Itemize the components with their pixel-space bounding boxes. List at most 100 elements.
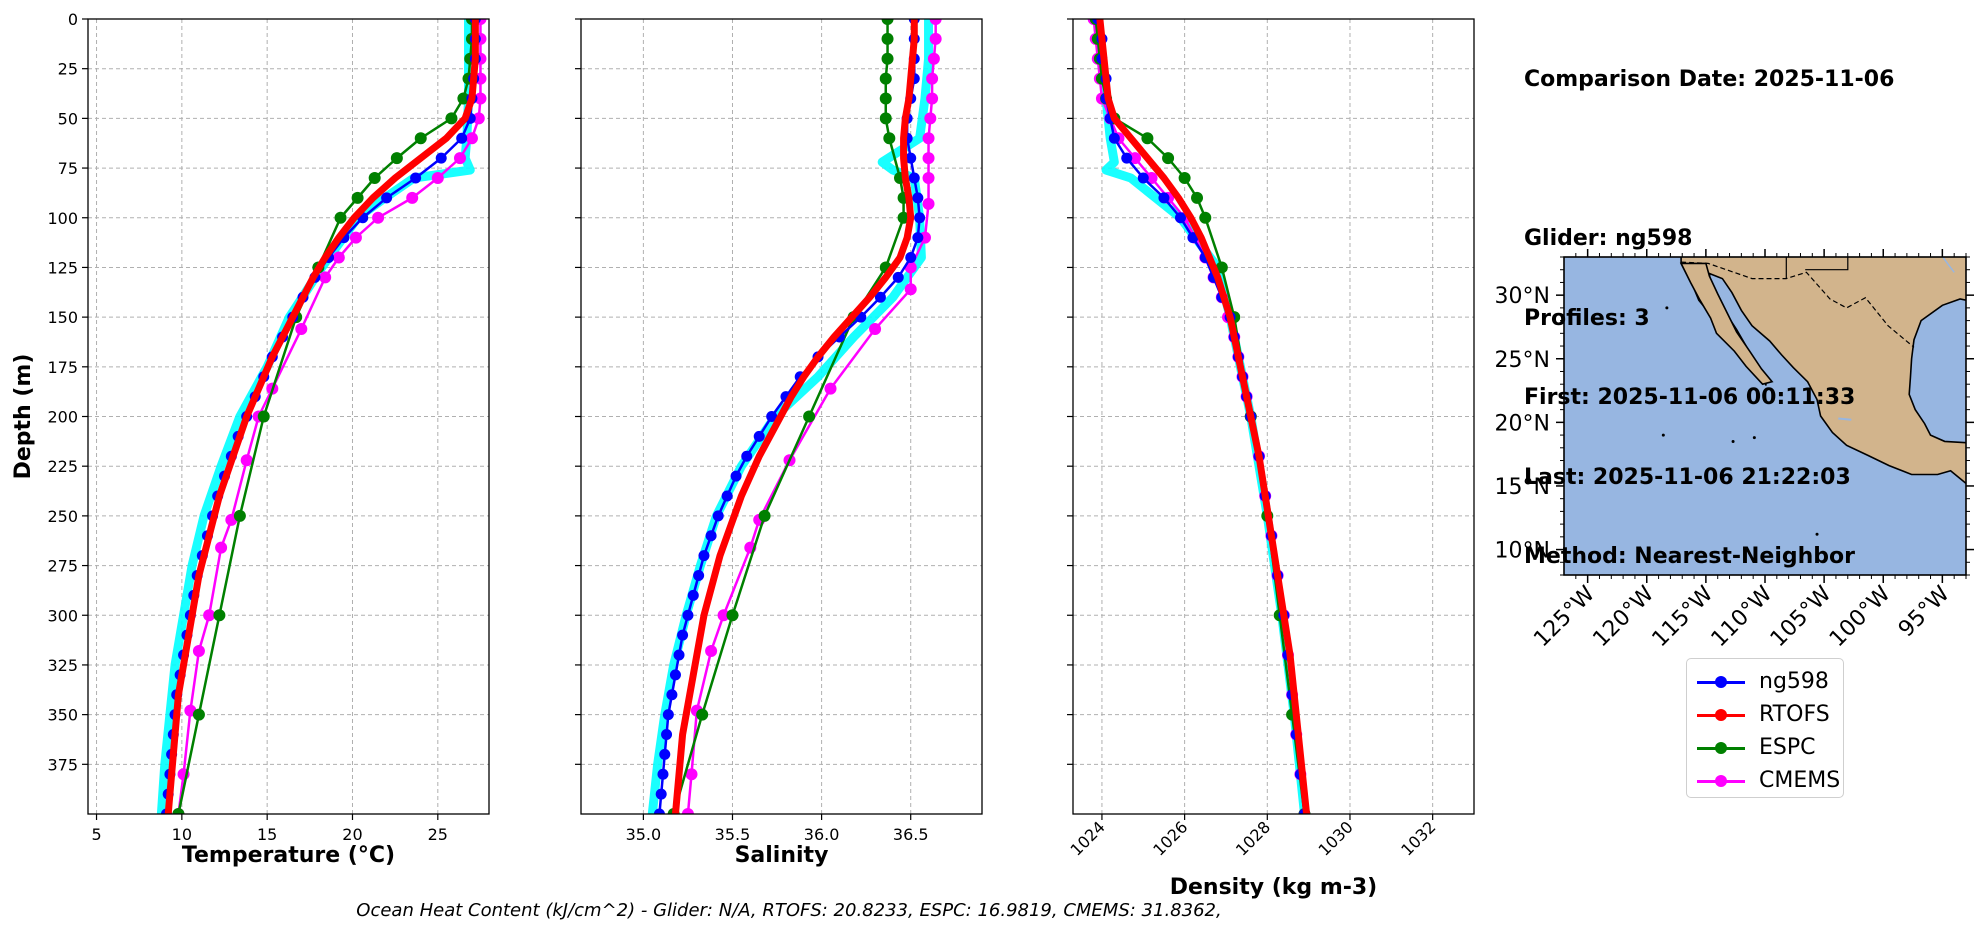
data-point bbox=[904, 283, 917, 296]
data-point bbox=[922, 132, 935, 145]
legend-item-ng598: ng598 bbox=[1687, 665, 1843, 698]
state-line bbox=[1805, 257, 1849, 271]
data-point bbox=[435, 152, 447, 164]
data-point bbox=[881, 19, 894, 25]
y-tick-label: 75 bbox=[58, 159, 78, 178]
data-point bbox=[926, 72, 939, 85]
series-line bbox=[164, 19, 479, 814]
x-axis-label: Salinity bbox=[735, 843, 829, 868]
data-point bbox=[687, 589, 699, 601]
data-point bbox=[474, 92, 487, 105]
data-point bbox=[233, 509, 246, 522]
data-point bbox=[319, 271, 332, 284]
x-tick-label: 1024 bbox=[1067, 817, 1109, 859]
island bbox=[1752, 436, 1756, 440]
data-point bbox=[1141, 132, 1154, 145]
x-tick-label: 10 bbox=[172, 825, 192, 844]
data-point bbox=[879, 92, 892, 105]
island bbox=[1665, 306, 1669, 310]
data-point bbox=[912, 232, 924, 244]
data-point bbox=[431, 172, 444, 184]
data-point bbox=[682, 609, 694, 621]
y-tick-label: 325 bbox=[47, 656, 78, 675]
data-point bbox=[349, 231, 362, 244]
land-layer bbox=[1661, 257, 1966, 536]
legend-marker bbox=[1715, 675, 1727, 688]
legend-item-espc: ESPC bbox=[1687, 731, 1843, 764]
legend-item-cmems: CMEMS bbox=[1687, 764, 1843, 797]
data-point bbox=[257, 410, 270, 423]
y-tick-label: 350 bbox=[47, 706, 78, 725]
river bbox=[1941, 257, 1955, 273]
data-point bbox=[215, 541, 228, 554]
data-point bbox=[669, 669, 681, 681]
data-point bbox=[922, 197, 935, 210]
comparison-date: Comparison Date: 2025-11-06 bbox=[1524, 67, 1895, 92]
data-point bbox=[655, 788, 667, 800]
y-axis-label: Depth (m) bbox=[11, 354, 36, 480]
data-point bbox=[1178, 172, 1191, 184]
data-point bbox=[766, 411, 778, 422]
data-point bbox=[712, 510, 724, 522]
data-point bbox=[721, 490, 733, 502]
x-tick-label: 1028 bbox=[1232, 817, 1274, 859]
data-point bbox=[295, 323, 308, 336]
legend-swatch bbox=[1695, 738, 1747, 758]
data-point bbox=[730, 470, 742, 482]
data-point bbox=[457, 92, 470, 105]
data-point bbox=[465, 132, 478, 145]
data-point bbox=[661, 729, 673, 740]
island bbox=[1815, 532, 1819, 536]
data-point bbox=[1162, 152, 1175, 165]
glider-name: Glider: ng598 bbox=[1524, 226, 1693, 251]
legend-swatch bbox=[1695, 771, 1747, 791]
map-lat-label: 10°N bbox=[1495, 539, 1550, 564]
data-point bbox=[912, 192, 924, 204]
data-point bbox=[693, 570, 705, 581]
comparison-info: Comparison Date: 2025-11-06 Glider: ng59… bbox=[1524, 14, 1894, 597]
info-spacer bbox=[1524, 147, 1894, 174]
legend-marker bbox=[1715, 708, 1727, 721]
data-point bbox=[472, 112, 485, 125]
x-tick-label: 35.5 bbox=[715, 825, 751, 844]
map-lat-label: 30°N bbox=[1495, 284, 1550, 309]
legend-label: CMEMS bbox=[1759, 768, 1841, 793]
data-point bbox=[456, 132, 468, 144]
data-point bbox=[705, 530, 717, 542]
baja-peninsula bbox=[1679, 262, 1774, 386]
gulf-of-mexico bbox=[1908, 298, 1966, 444]
data-point bbox=[406, 191, 419, 204]
data-point bbox=[741, 450, 753, 462]
legend-swatch bbox=[1695, 705, 1747, 725]
series-layer bbox=[1087, 19, 1311, 814]
data-point bbox=[696, 708, 709, 721]
x-tick-label: 36.5 bbox=[893, 825, 929, 844]
series-ng598 bbox=[653, 19, 926, 814]
y-tick-label: 25 bbox=[58, 60, 78, 79]
data-point bbox=[881, 32, 894, 45]
y-tick-label: 200 bbox=[47, 408, 78, 427]
series-rtofs bbox=[671, 19, 918, 814]
profile-panel-2: 35.0 35.5 36.0 36.5 Salinity bbox=[575, 18, 983, 868]
data-point bbox=[881, 52, 894, 65]
data-point bbox=[192, 645, 205, 658]
lake-chapala bbox=[1838, 417, 1852, 421]
data-point bbox=[1129, 152, 1142, 165]
ocean-heat-content-caption: Ocean Heat Content (kJ/cm^2) - Glider: N… bbox=[356, 900, 1222, 921]
data-point bbox=[372, 211, 385, 224]
data-point bbox=[922, 152, 935, 165]
data-point bbox=[659, 748, 671, 760]
data-point bbox=[892, 271, 904, 283]
profile-panel-3: 1024 1026 1028 1030 1032 Density (kg m-3) bbox=[1067, 18, 1475, 900]
legend-item-rtofs: RTOFS bbox=[1687, 698, 1843, 731]
map-lon-label: 95°W bbox=[1894, 581, 1955, 642]
data-point bbox=[414, 132, 427, 145]
series-line bbox=[671, 19, 918, 814]
first-time: First: 2025-11-06 00:11:33 bbox=[1524, 385, 1856, 410]
legend-marker bbox=[1715, 774, 1727, 787]
series-rtofs bbox=[1096, 19, 1311, 814]
data-point bbox=[705, 645, 718, 658]
data-point bbox=[905, 252, 917, 263]
legend: ng598 RTOFS ESPC CMEMS bbox=[1686, 658, 1844, 798]
